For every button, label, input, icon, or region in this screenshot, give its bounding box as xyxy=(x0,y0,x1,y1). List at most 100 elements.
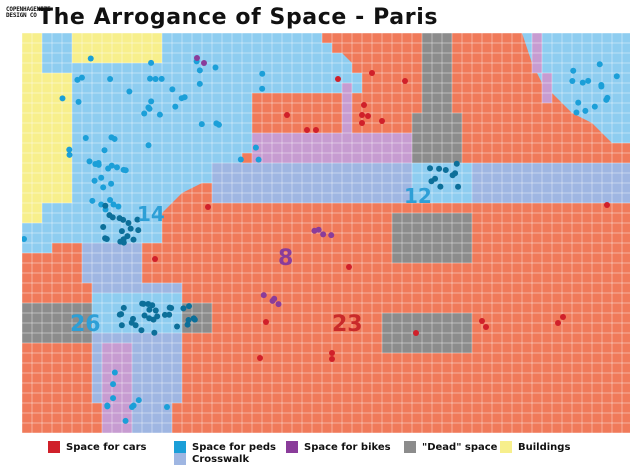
pedestrian-dot xyxy=(259,85,266,92)
pedestrian-dot xyxy=(151,329,158,336)
swatch-crosswalk xyxy=(174,453,186,465)
pedestrian-dot xyxy=(118,228,125,235)
pedestrian-dot xyxy=(174,323,181,330)
car-dot xyxy=(263,319,269,325)
pedestrian-dot xyxy=(108,180,115,187)
swatch-dead xyxy=(404,441,416,453)
page-title: The Arrogance of Space - Paris xyxy=(38,5,439,30)
pedestrian-dot xyxy=(190,315,197,322)
pedestrian-dot xyxy=(598,83,605,90)
car-dot xyxy=(313,127,319,133)
pedestrian-dot xyxy=(582,107,589,114)
car-dot xyxy=(152,256,158,262)
pedestrian-dot xyxy=(613,73,620,80)
pedestrian-dot xyxy=(127,225,134,232)
pedestrian-dot xyxy=(66,146,73,153)
pedestrian-dot xyxy=(108,134,115,141)
pedestrian-dot xyxy=(116,311,123,318)
pedestrian-dot xyxy=(100,184,107,191)
pedestrian-dot xyxy=(86,158,93,165)
label-cars-center: 23 xyxy=(332,312,363,337)
car-dot xyxy=(413,330,419,336)
legend: Space for cars Space for peds Crosswalk … xyxy=(0,438,640,465)
building-top xyxy=(72,33,162,63)
pedestrian-dot xyxy=(150,316,157,323)
pedestrian-dot xyxy=(120,166,127,173)
cyclist-dot xyxy=(194,55,200,61)
pedestrian-dot xyxy=(152,307,159,314)
pedestrian-dot xyxy=(591,103,598,110)
count-labels: 12 14 8 26 23 xyxy=(70,184,432,337)
legend-crosswalk: Crosswalk xyxy=(174,453,249,465)
pedestrian-dot xyxy=(103,235,110,242)
car-dot xyxy=(346,264,352,270)
car-dot xyxy=(560,314,566,320)
pedestrian-dot xyxy=(22,236,27,242)
car-dot xyxy=(329,356,335,362)
pedestrian-dot xyxy=(113,164,120,171)
car-dot xyxy=(329,350,335,356)
pedestrian-dot xyxy=(168,305,175,312)
car-dot xyxy=(284,112,290,118)
pedestrian-dot xyxy=(259,70,266,77)
car-dot xyxy=(369,70,375,76)
bike-lane-left xyxy=(102,343,132,433)
header: COPENHAGENIZE DESIGN CO The Arrogance of… xyxy=(0,0,640,34)
pedestrian-dot xyxy=(604,94,611,101)
pedestrian-dot xyxy=(146,306,153,313)
swatch-cars xyxy=(48,441,60,453)
car-dot xyxy=(257,355,263,361)
label-crossing-right: 12 xyxy=(404,184,432,208)
pedestrian-dot xyxy=(120,216,127,223)
pedestrian-dot xyxy=(106,212,113,219)
swatch-peds xyxy=(174,441,186,453)
pedestrian-dot xyxy=(196,67,203,74)
cyclist-dot xyxy=(320,231,327,238)
pedestrian-dot xyxy=(95,160,102,167)
pedestrian-dot xyxy=(575,99,582,106)
legend-peds-label: Space for peds xyxy=(192,441,276,453)
car-dot xyxy=(205,204,211,210)
pedestrian-dot xyxy=(118,322,125,329)
pedestrian-dot xyxy=(184,321,191,328)
car-dot xyxy=(304,127,310,133)
pedestrian-dot xyxy=(198,121,205,128)
pedestrian-dot xyxy=(120,304,127,311)
pedestrian-dot xyxy=(452,170,459,177)
pedestrian-dot xyxy=(213,120,220,127)
label-crossing-center: 14 xyxy=(137,202,165,226)
swatch-bikes xyxy=(286,441,298,453)
swatch-buildings xyxy=(500,441,512,453)
car-dot xyxy=(361,102,367,108)
pedestrian-dot xyxy=(107,76,114,83)
pedestrian-dot xyxy=(89,197,96,204)
car-dot xyxy=(483,324,489,330)
car-dot xyxy=(335,76,341,82)
pedestrian-dot xyxy=(181,94,188,101)
pedestrian-dot xyxy=(125,219,132,226)
pedestrian-dot xyxy=(585,77,592,84)
car-dot xyxy=(365,113,371,119)
car-dot xyxy=(402,78,408,84)
bike-lane-horizontal xyxy=(252,133,422,163)
pedestrian-dot xyxy=(145,300,152,307)
legend-buildings-label: Buildings xyxy=(518,441,571,453)
pedestrian-dot xyxy=(161,311,168,318)
pedestrian-dot xyxy=(148,98,155,105)
pedestrian-dot xyxy=(140,300,147,307)
pedestrian-dot xyxy=(66,151,73,158)
label-bikes-center: 8 xyxy=(278,246,293,271)
car-dot xyxy=(359,120,365,126)
pedestrian-dot xyxy=(107,196,114,203)
pedestrian-dot xyxy=(101,147,108,154)
pedestrian-dot xyxy=(212,64,219,71)
label-crossing-left: 26 xyxy=(70,312,101,337)
pedestrian-area-right xyxy=(522,33,630,143)
pedestrian-dot xyxy=(135,397,142,404)
pedestrian-dot xyxy=(569,77,576,84)
pedestrian-dot xyxy=(122,417,129,424)
pedestrian-dot xyxy=(186,303,193,310)
pedestrian-dot xyxy=(196,80,203,87)
pedestrian-dot xyxy=(74,76,81,83)
